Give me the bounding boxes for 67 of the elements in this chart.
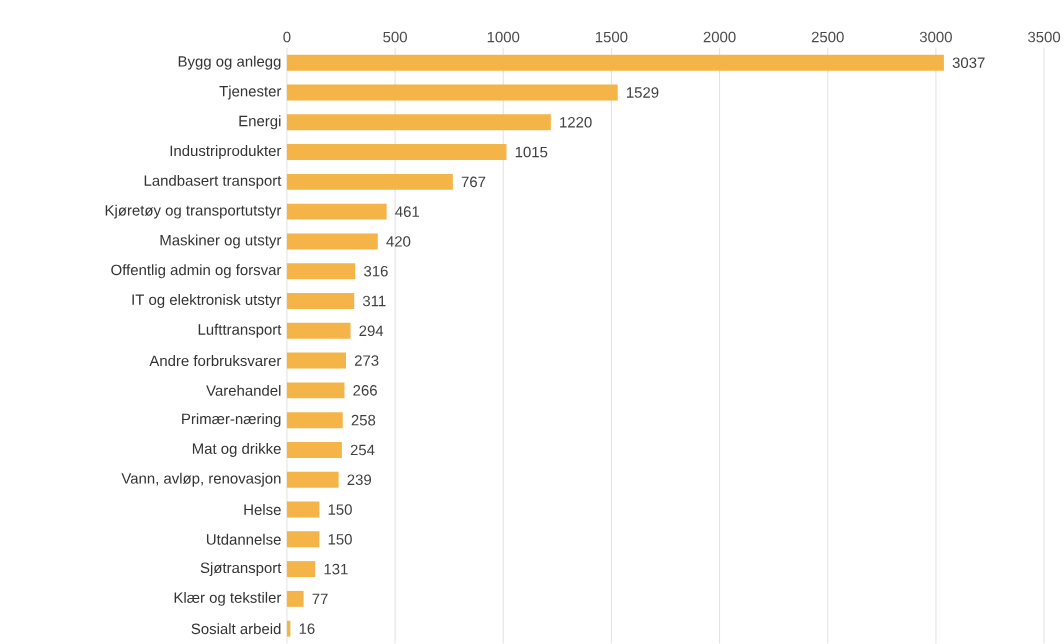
y-tick-label: Energi [239, 115, 281, 130]
data-label: 77 [312, 593, 328, 605]
bar [286, 233, 378, 250]
data-label: 767 [461, 176, 486, 188]
x-tick-label: 0 [283, 31, 291, 43]
data-label: 420 [386, 236, 411, 247]
data-label: 273 [354, 355, 379, 366]
bar [286, 144, 507, 161]
y-tick-label: Andre forbruksvarer [149, 355, 282, 367]
data-label: 150 [328, 534, 352, 545]
bar [286, 173, 453, 190]
y-tick-label: Vann, avløp, renovasjon [121, 472, 281, 487]
bar [286, 382, 345, 399]
bar [286, 203, 387, 220]
data-label: 150 [328, 504, 352, 515]
data-label: 1015 [515, 146, 548, 158]
data-label: 294 [359, 325, 384, 337]
data-label: 316 [364, 265, 388, 277]
data-label: 254 [350, 444, 375, 456]
bar [286, 293, 355, 309]
y-tick-label: Varehandel [206, 384, 281, 396]
bar [286, 322, 351, 339]
bar [286, 501, 320, 518]
y-tick-label: Klær og tekstiler [174, 591, 282, 606]
bar [286, 352, 346, 369]
y-tick-label: Landbasert transport [144, 174, 282, 189]
x-tick-label: 500 [383, 31, 407, 43]
bar [286, 54, 944, 71]
y-tick-label: Industriprodukter [170, 145, 282, 160]
data-label: 311 [362, 295, 386, 307]
y-tick-label: Kjøretøy og transportutstyr [105, 204, 282, 219]
y-tick-label: Lufttransport [198, 323, 282, 338]
bar [286, 412, 343, 429]
x-tick-label: 1500 [595, 31, 628, 43]
data-label: 461 [395, 206, 420, 217]
y-tick-label: Offentlig admin og forsvar [111, 264, 282, 279]
data-label: 16 [299, 623, 315, 634]
data-label: 239 [347, 474, 372, 486]
bar [286, 263, 356, 280]
x-tick-label: 1000 [487, 31, 520, 43]
y-tick-label: Tjenester [219, 85, 282, 100]
bar [286, 561, 316, 578]
x-tick-label: 3500 [1028, 31, 1061, 43]
y-tick-label: IT og elektronisk utstyr [132, 294, 282, 308]
data-label: 3037 [952, 57, 985, 69]
y-tick-label: Utdannelse [206, 533, 281, 545]
bar [286, 531, 320, 548]
x-tick-label: 2000 [703, 31, 736, 43]
y-tick-label: Maskiner og utstyr [160, 234, 282, 249]
y-tick-label: Bygg og anlegg [178, 55, 281, 70]
data-label: 266 [353, 385, 377, 396]
y-tick-label: Sjøtransport [200, 562, 282, 577]
bar [286, 471, 339, 488]
x-tick-label: 3000 [919, 31, 952, 43]
bar [286, 84, 618, 101]
data-label: 1529 [626, 87, 659, 98]
data-label: 131 [324, 563, 348, 575]
y-tick-label: Sosialt arbeid [191, 623, 281, 635]
y-tick-label: Primær-næring [182, 413, 281, 428]
bar [286, 114, 551, 131]
y-tick-label: Mat og drikke [192, 443, 281, 457]
bar [286, 590, 304, 607]
bar [286, 441, 342, 458]
y-tick-label: Helse [244, 504, 281, 516]
x-tick-label: 2500 [811, 31, 844, 43]
data-label: 1220 [560, 117, 592, 128]
data-label: 258 [351, 414, 376, 426]
